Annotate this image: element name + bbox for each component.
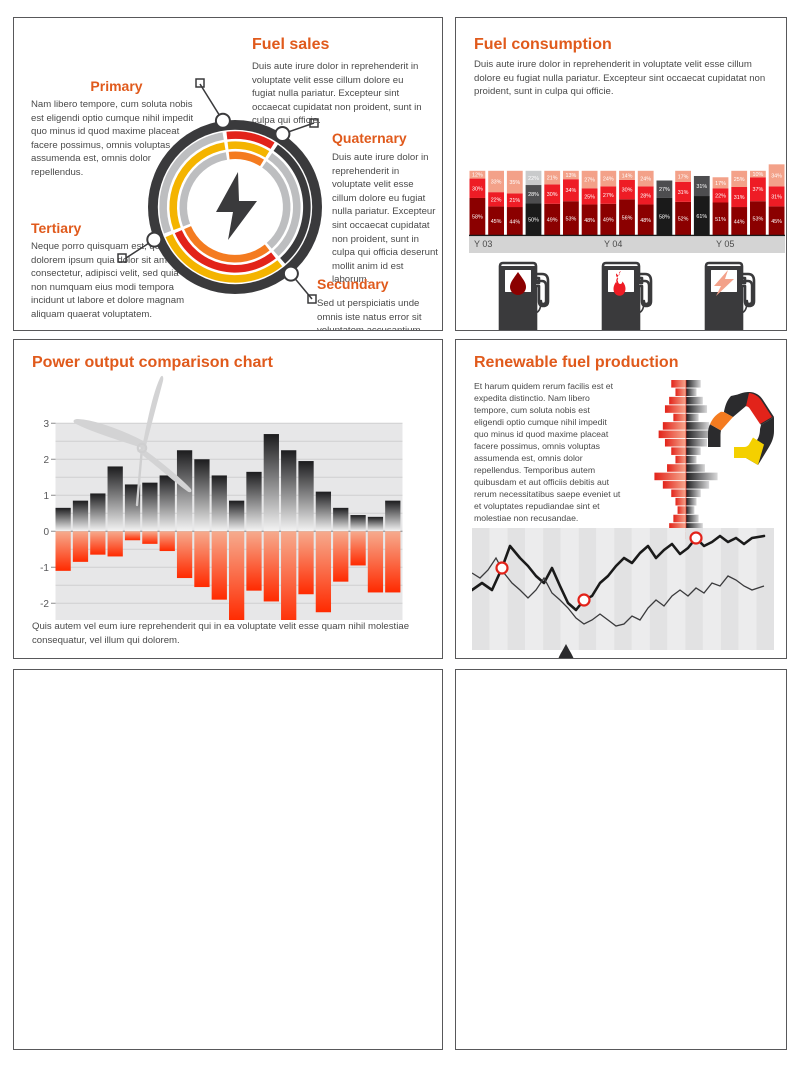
svg-text:25%: 25% (734, 177, 745, 183)
svg-text:53%: 53% (753, 216, 764, 222)
svg-text:2: 2 (43, 455, 49, 466)
svg-text:0: 0 (43, 527, 49, 538)
svg-text:56%: 56% (622, 215, 633, 221)
svg-text:27%: 27% (584, 178, 595, 184)
svg-text:61%: 61% (696, 214, 707, 220)
svg-text:17%: 17% (715, 181, 726, 187)
svg-text:28%: 28% (528, 192, 539, 198)
svg-text:-1: -1 (40, 563, 49, 574)
svg-text:34%: 34% (566, 188, 577, 194)
svg-text:37%: 37% (753, 187, 764, 193)
svg-text:45%: 45% (491, 219, 502, 225)
svg-text:53%: 53% (566, 216, 577, 222)
svg-text:44%: 44% (509, 219, 520, 225)
svg-text:22%: 22% (715, 193, 726, 199)
svg-text:34%: 34% (771, 173, 782, 179)
svg-text:31%: 31% (696, 184, 707, 190)
svg-text:21%: 21% (509, 198, 520, 204)
svg-text:27%: 27% (603, 193, 614, 199)
svg-text:17%: 17% (678, 174, 689, 180)
svg-text:49%: 49% (547, 218, 558, 224)
svg-text:21%: 21% (547, 176, 558, 182)
svg-text:50%: 50% (528, 217, 539, 223)
svg-text:52%: 52% (678, 217, 689, 223)
svg-text:30%: 30% (622, 188, 633, 194)
svg-text:12%: 12% (472, 173, 483, 179)
svg-text:31%: 31% (734, 195, 745, 201)
svg-text:58%: 58% (659, 215, 670, 221)
svg-text:-2: -2 (40, 599, 49, 610)
svg-text:48%: 48% (640, 218, 651, 224)
svg-text:22%: 22% (491, 197, 502, 203)
svg-text:48%: 48% (584, 218, 595, 224)
svg-text:33%: 33% (491, 179, 502, 185)
svg-text:14%: 14% (622, 173, 633, 179)
svg-text:24%: 24% (640, 177, 651, 183)
svg-text:45%: 45% (771, 219, 782, 225)
svg-text:44%: 44% (734, 219, 745, 225)
svg-text:30%: 30% (472, 186, 483, 192)
svg-text:3: 3 (43, 419, 49, 430)
svg-text:31%: 31% (771, 194, 782, 200)
svg-text:24%: 24% (603, 177, 614, 183)
svg-text:1: 1 (43, 491, 49, 502)
svg-text:22%: 22% (528, 176, 539, 182)
svg-text:35%: 35% (509, 180, 520, 186)
svg-text:10%: 10% (753, 172, 764, 178)
svg-text:13%: 13% (566, 173, 577, 179)
svg-text:27%: 27% (659, 187, 670, 193)
svg-text:31%: 31% (678, 190, 689, 196)
svg-text:58%: 58% (472, 215, 483, 221)
svg-text:49%: 49% (603, 218, 614, 224)
svg-text:25%: 25% (584, 194, 595, 200)
svg-text:30%: 30% (547, 192, 558, 198)
svg-text:51%: 51% (715, 217, 726, 223)
svg-text:28%: 28% (640, 193, 651, 199)
